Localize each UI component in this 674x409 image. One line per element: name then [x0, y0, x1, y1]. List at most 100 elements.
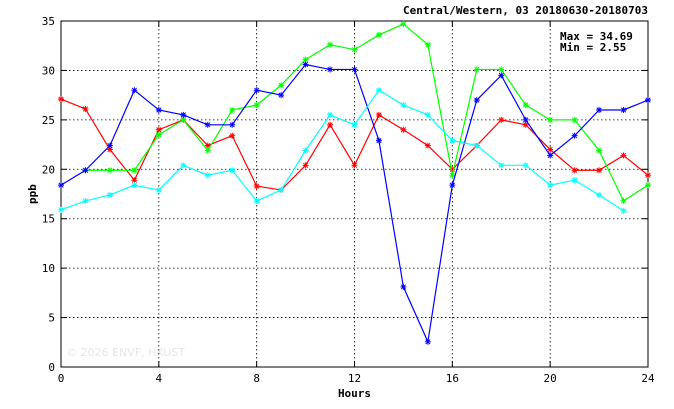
y-tick-label: 20	[42, 163, 55, 176]
data-point	[180, 116, 187, 123]
data-point	[522, 162, 529, 169]
data-point	[424, 338, 431, 345]
data-point	[327, 66, 334, 73]
data-point	[522, 102, 529, 109]
series-2	[58, 61, 651, 345]
data-point	[498, 66, 505, 73]
data-point	[302, 61, 309, 68]
data-point	[58, 96, 64, 103]
data-point	[229, 167, 236, 174]
data-point	[58, 182, 64, 189]
data-point	[400, 102, 407, 109]
x-tick-label: 16	[446, 372, 459, 385]
data-point	[351, 66, 358, 73]
data-point	[58, 206, 64, 213]
x-axis-label: Hours	[338, 387, 371, 400]
data-point	[375, 31, 382, 38]
data-point	[645, 172, 651, 179]
data-point	[424, 41, 431, 48]
data-point	[229, 121, 236, 128]
data-point	[645, 97, 651, 104]
data-point	[375, 137, 382, 144]
data-point	[327, 111, 334, 118]
data-point	[253, 102, 260, 109]
data-point	[571, 167, 578, 174]
x-tick-label: 4	[156, 372, 163, 385]
data-point	[375, 111, 382, 118]
gridlines	[61, 21, 648, 367]
data-point	[253, 197, 260, 204]
data-point	[547, 146, 554, 153]
data-point	[596, 191, 603, 198]
series-line	[60, 89, 624, 212]
x-tick-label: 8	[253, 372, 260, 385]
data-point	[155, 187, 162, 194]
data-point	[498, 162, 505, 169]
data-point	[82, 105, 89, 112]
data-point	[302, 147, 309, 154]
data-point	[473, 142, 480, 149]
data-point	[571, 132, 578, 139]
data-point	[131, 167, 138, 174]
data-point	[547, 182, 554, 189]
data-point	[375, 87, 382, 94]
data-point	[302, 162, 309, 169]
data-point	[229, 132, 236, 139]
watermark: © 2026 ENVF, HKUST	[66, 346, 185, 359]
min-label: Min = 2.55	[560, 41, 626, 54]
data-point	[131, 182, 138, 189]
data-point	[596, 167, 603, 174]
y-tick-label: 15	[42, 213, 55, 226]
data-point	[180, 111, 187, 118]
data-point	[620, 152, 627, 159]
data-point	[82, 167, 89, 174]
x-tick-label: 20	[544, 372, 557, 385]
y-tick-label: 10	[42, 262, 55, 275]
data-point	[229, 106, 236, 113]
data-point	[351, 162, 358, 169]
data-point	[473, 97, 480, 104]
x-tick-label: 12	[348, 372, 361, 385]
data-point	[424, 142, 431, 149]
data-point	[155, 106, 162, 113]
y-tick-label: 0	[48, 361, 55, 374]
series-group	[58, 21, 651, 345]
x-tick-label: 24	[641, 372, 655, 385]
data-point	[253, 87, 260, 94]
data-point	[449, 137, 456, 144]
y-tick-label: 30	[42, 64, 55, 77]
data-point	[180, 162, 187, 169]
data-point	[106, 191, 113, 198]
data-point	[547, 152, 554, 159]
data-point	[620, 197, 627, 204]
data-point	[204, 172, 211, 179]
data-point	[449, 182, 456, 189]
chart-title: Central/Western, 03 20180630-20180703	[403, 4, 648, 17]
data-point	[155, 131, 162, 138]
data-point	[278, 187, 285, 194]
data-point	[498, 116, 505, 123]
data-point	[204, 147, 211, 154]
axis-ticks	[60, 20, 649, 368]
data-point	[400, 21, 407, 28]
data-point	[400, 283, 407, 290]
data-point	[449, 172, 456, 179]
data-point	[106, 142, 113, 149]
data-point	[278, 92, 285, 99]
data-point	[522, 116, 529, 123]
y-tick-label: 5	[48, 312, 55, 325]
data-point	[400, 126, 407, 133]
data-point	[131, 87, 138, 94]
y-tick-label: 35	[42, 15, 55, 28]
y-axis-label: ppb	[26, 184, 39, 204]
x-tick-label: 0	[58, 372, 65, 385]
data-point	[473, 66, 480, 73]
data-point	[351, 46, 358, 53]
data-point	[547, 116, 554, 123]
y-tick-label: 25	[42, 114, 55, 127]
max-label: Max = 34.69	[560, 30, 633, 43]
data-point	[596, 147, 603, 154]
series-3	[58, 87, 627, 214]
data-point	[204, 121, 211, 128]
